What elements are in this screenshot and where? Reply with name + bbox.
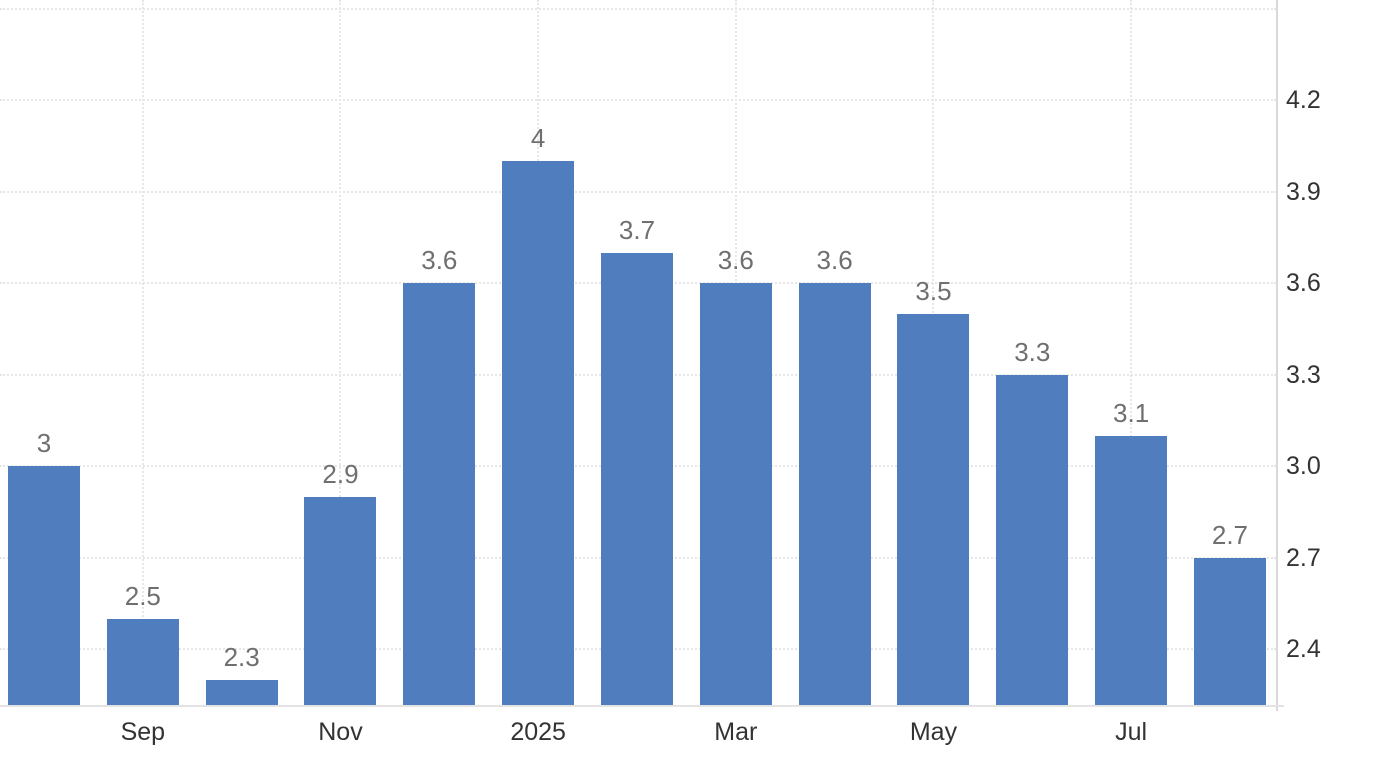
bar[interactable]: [8, 466, 80, 705]
x-axis-label: Sep: [120, 718, 166, 746]
y-axis-label: 2.7: [1286, 543, 1321, 572]
bar-value-label: 3.7: [618, 214, 656, 245]
y-axis-label: 3.0: [1286, 452, 1321, 480]
bar[interactable]: [699, 283, 772, 705]
bar-value-label: 3.3: [1014, 336, 1051, 367]
bar[interactable]: [403, 283, 476, 705]
bar-value-label: 2.9: [322, 458, 359, 489]
bar[interactable]: [1095, 435, 1168, 705]
x-axis-label: May: [909, 718, 958, 746]
y-axis-label: 2.4: [1286, 635, 1321, 663]
bar[interactable]: [1193, 557, 1266, 705]
y-axis-line: [1276, 0, 1278, 711]
bar-value-label: 4: [530, 123, 546, 153]
h-gridline: [0, 99, 1276, 101]
h-gridline: [0, 7, 1276, 10]
v-gridline: [1130, 0, 1133, 705]
v-gridline: [339, 0, 342, 705]
bar[interactable]: [304, 496, 377, 705]
x-axis-label: Mar: [714, 718, 758, 746]
bar[interactable]: [996, 374, 1069, 705]
x-axis-label: 2025: [510, 718, 566, 746]
bar-value-label: 3.1: [1113, 397, 1150, 428]
x-axis-line: [0, 705, 1284, 707]
bar[interactable]: [106, 618, 179, 705]
bar[interactable]: [798, 283, 871, 705]
x-axis-label: Jul: [1115, 718, 1148, 746]
h-gridline: [0, 190, 1276, 193]
bar-value-label: 3.6: [717, 245, 754, 275]
y-axis-label: 3.9: [1286, 177, 1321, 206]
bar[interactable]: [897, 313, 970, 705]
bar-value-label: 3.5: [915, 275, 952, 306]
bar[interactable]: [205, 679, 278, 705]
bar-value-label: 2.7: [1211, 519, 1249, 550]
x-axis-label: Nov: [318, 718, 363, 746]
y-axis-label: 4.2: [1286, 86, 1321, 114]
y-axis-label: 3.3: [1286, 360, 1321, 389]
bar[interactable]: [600, 252, 673, 705]
y-axis-label: 3.6: [1286, 269, 1321, 297]
bar[interactable]: [502, 161, 575, 705]
bar-value-label: 3.6: [421, 245, 458, 275]
bar-value-label: 2.3: [223, 641, 260, 672]
bar-value-label: 3.6: [816, 245, 853, 275]
bar-value-label: 2.5: [124, 580, 161, 611]
bar-value-label: 3: [36, 428, 52, 458]
v-gridline: [141, 0, 144, 705]
